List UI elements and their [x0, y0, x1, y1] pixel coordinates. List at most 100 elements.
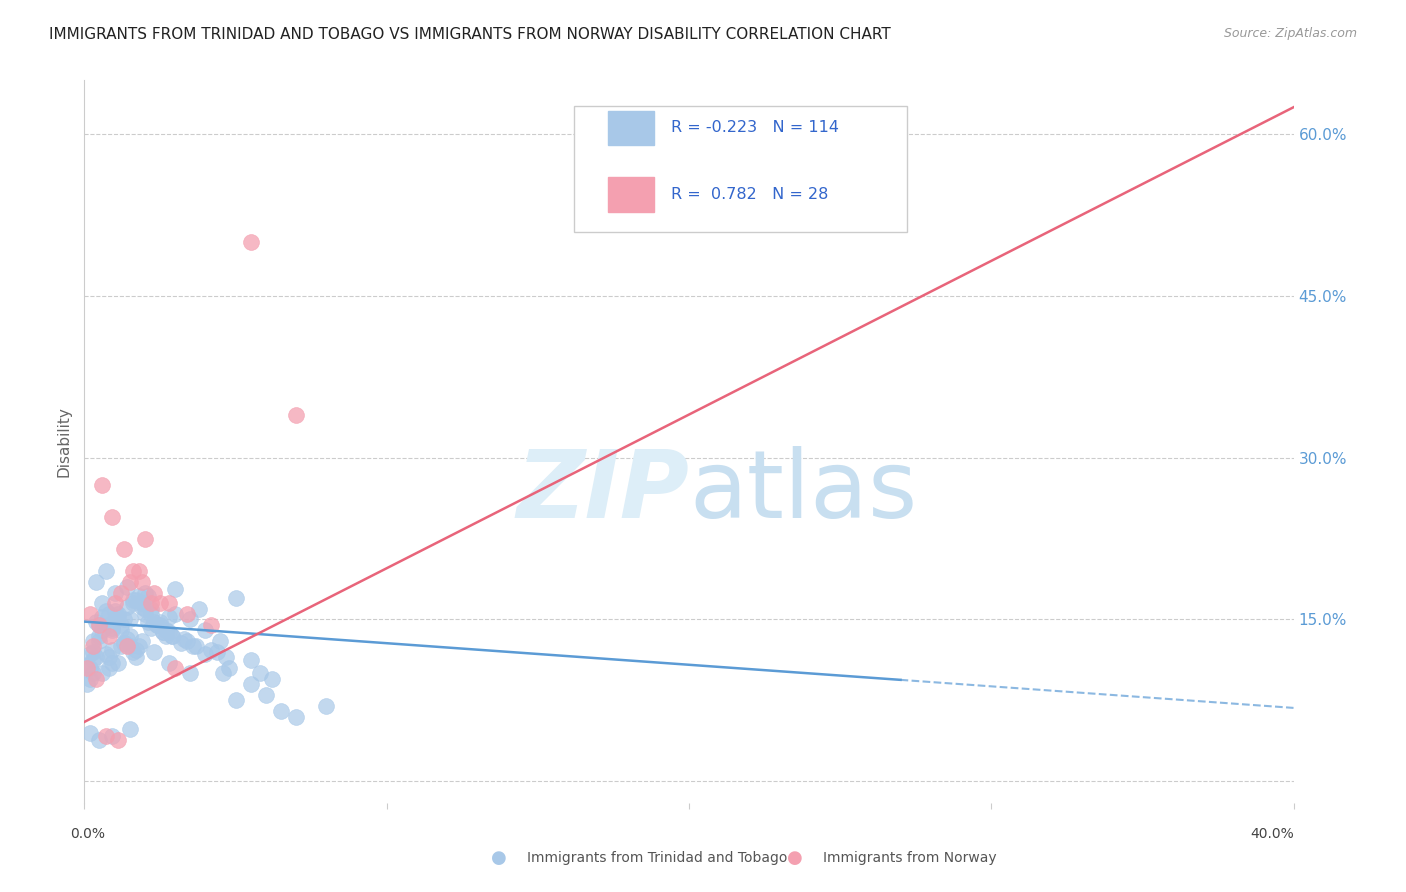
Point: [157, 656, 180, 670]
Point: [170, 636, 193, 650]
Point: [91, 596, 114, 610]
Point: [176, 634, 198, 648]
Point: [82, 653, 104, 667]
Point: [112, 636, 135, 650]
Point: [160, 629, 183, 643]
Point: [225, 693, 247, 707]
Point: [194, 647, 217, 661]
Point: [125, 642, 148, 657]
Point: [107, 733, 129, 747]
Point: [131, 596, 153, 610]
Point: [115, 632, 138, 646]
Point: [200, 642, 222, 657]
Text: IMMIGRANTS FROM TRINIDAD AND TOBAGO VS IMMIGRANTS FROM NORWAY DISABILITY CORRELA: IMMIGRANTS FROM TRINIDAD AND TOBAGO VS I…: [49, 27, 891, 42]
Point: [139, 607, 162, 621]
Point: [100, 621, 122, 635]
Point: [212, 666, 235, 681]
Point: [76, 677, 98, 691]
Y-axis label: Disability: Disability: [56, 406, 72, 477]
Text: 40.0%: 40.0%: [1250, 827, 1295, 841]
Point: [209, 634, 232, 648]
Point: [110, 640, 132, 654]
Point: [118, 629, 141, 643]
Point: [200, 618, 222, 632]
Point: [131, 634, 153, 648]
Point: [260, 672, 283, 686]
Point: [118, 640, 141, 654]
Point: [165, 607, 187, 621]
Point: [121, 564, 143, 578]
Point: [91, 610, 114, 624]
Bar: [607, 178, 654, 211]
Point: [82, 645, 104, 659]
Point: [110, 624, 132, 638]
Point: [118, 612, 141, 626]
Text: ZIP: ZIP: [516, 446, 689, 538]
Point: [225, 591, 247, 605]
Text: Immigrants from Trinidad and Tobago: Immigrants from Trinidad and Tobago: [527, 851, 787, 865]
Point: [112, 636, 135, 650]
Point: [176, 607, 198, 621]
Point: [285, 408, 308, 422]
Point: [89, 618, 111, 632]
Point: [239, 677, 262, 691]
Point: [100, 656, 122, 670]
Point: [186, 640, 208, 654]
Point: [125, 650, 148, 665]
Point: [76, 657, 98, 672]
Point: [157, 596, 180, 610]
Point: [207, 645, 229, 659]
Point: [165, 582, 187, 597]
FancyBboxPatch shape: [574, 105, 907, 232]
Point: [94, 729, 117, 743]
Point: [104, 604, 127, 618]
Point: [155, 624, 177, 638]
Point: [115, 640, 138, 654]
Point: [112, 612, 135, 626]
Point: [239, 653, 262, 667]
Point: [149, 615, 172, 629]
Point: [157, 610, 180, 624]
Point: [188, 601, 211, 615]
Point: [136, 589, 159, 603]
Point: [155, 629, 177, 643]
Point: [118, 723, 141, 737]
Point: [86, 615, 108, 629]
Point: [100, 642, 122, 657]
Point: [94, 647, 117, 661]
Point: [249, 666, 271, 681]
Point: [97, 629, 120, 643]
Point: [165, 661, 187, 675]
Point: [131, 599, 153, 614]
Point: [239, 235, 262, 249]
Point: [121, 596, 143, 610]
Point: [82, 666, 104, 681]
Point: [110, 618, 132, 632]
Point: [91, 477, 114, 491]
Point: [94, 604, 117, 618]
Point: [100, 624, 122, 638]
Point: [139, 621, 162, 635]
Point: [270, 704, 292, 718]
Point: [146, 618, 169, 632]
Point: [110, 585, 132, 599]
Point: [82, 640, 104, 654]
Point: [142, 615, 165, 629]
Point: [97, 661, 120, 675]
Point: [149, 596, 172, 610]
Point: [125, 593, 148, 607]
Point: [112, 542, 135, 557]
Text: Immigrants from Norway: Immigrants from Norway: [823, 851, 995, 865]
Point: [179, 666, 201, 681]
Point: [79, 725, 101, 739]
Text: atlas: atlas: [689, 446, 917, 538]
Point: [142, 585, 165, 599]
Point: [104, 596, 127, 610]
Point: [179, 612, 201, 626]
Point: [89, 629, 111, 643]
Point: [94, 564, 117, 578]
Point: [285, 709, 308, 723]
Point: [146, 618, 169, 632]
Point: [115, 580, 138, 594]
Text: R = -0.223   N = 114: R = -0.223 N = 114: [671, 120, 839, 136]
